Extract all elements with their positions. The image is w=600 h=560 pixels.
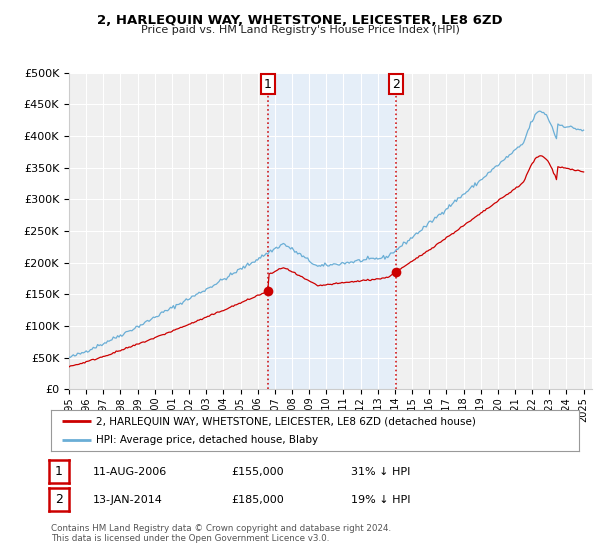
Text: Price paid vs. HM Land Registry's House Price Index (HPI): Price paid vs. HM Land Registry's House … xyxy=(140,25,460,35)
Text: 2, HARLEQUIN WAY, WHETSTONE, LEICESTER, LE8 6ZD (detached house): 2, HARLEQUIN WAY, WHETSTONE, LEICESTER, … xyxy=(96,417,476,426)
Text: Contains HM Land Registry data © Crown copyright and database right 2024.
This d: Contains HM Land Registry data © Crown c… xyxy=(51,524,391,543)
Text: HPI: Average price, detached house, Blaby: HPI: Average price, detached house, Blab… xyxy=(96,435,318,445)
Text: 2: 2 xyxy=(392,77,400,91)
Text: 1: 1 xyxy=(55,465,63,478)
Bar xyxy=(268,73,396,389)
Text: 2: 2 xyxy=(55,493,63,506)
Text: 13-JAN-2014: 13-JAN-2014 xyxy=(93,494,163,505)
Text: £185,000: £185,000 xyxy=(231,494,284,505)
Text: 31% ↓ HPI: 31% ↓ HPI xyxy=(351,466,410,477)
Text: 19% ↓ HPI: 19% ↓ HPI xyxy=(351,494,410,505)
Text: 11-AUG-2006: 11-AUG-2006 xyxy=(93,466,167,477)
Text: 2, HARLEQUIN WAY, WHETSTONE, LEICESTER, LE8 6ZD: 2, HARLEQUIN WAY, WHETSTONE, LEICESTER, … xyxy=(97,14,503,27)
Text: £155,000: £155,000 xyxy=(231,466,284,477)
Text: 1: 1 xyxy=(264,77,272,91)
